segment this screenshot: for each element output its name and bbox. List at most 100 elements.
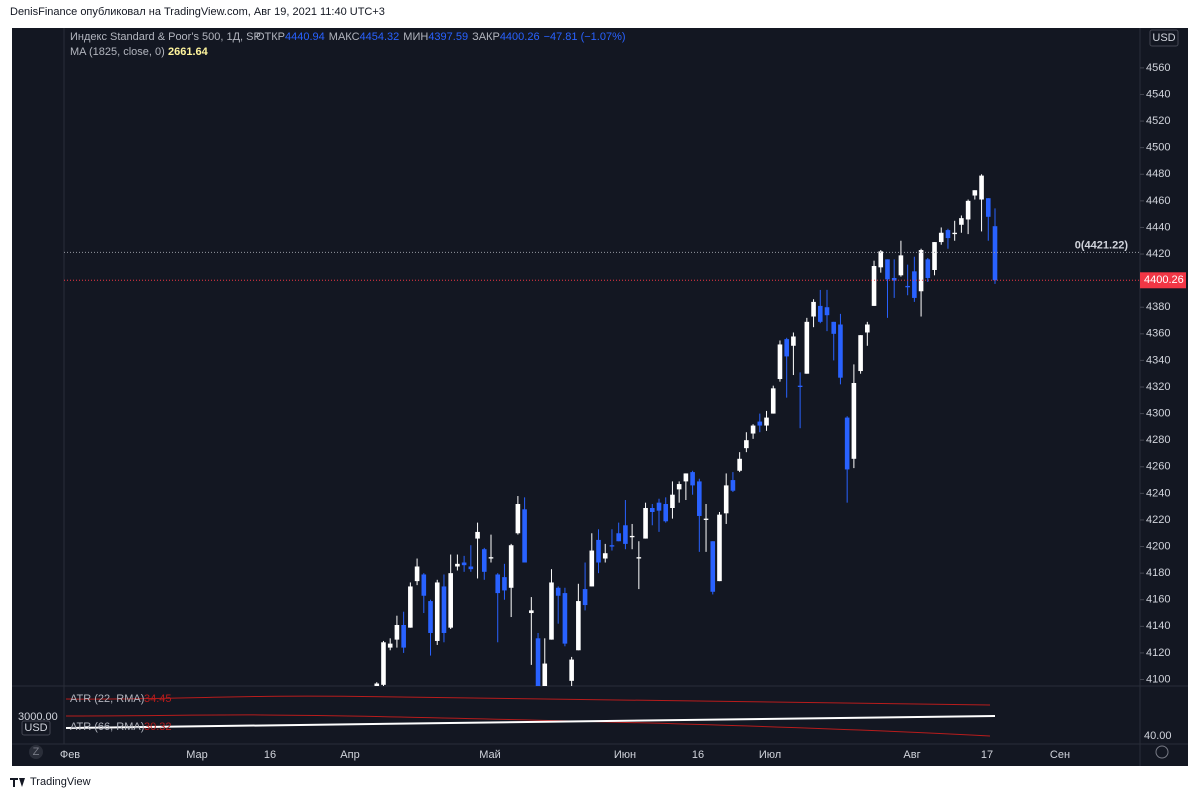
candle-body	[945, 230, 951, 239]
atr-currency-badge[interactable]	[21, 720, 51, 736]
candle-body	[434, 582, 440, 641]
y-tick-label: 4100	[1146, 673, 1170, 685]
x-tick-label: 16	[264, 749, 276, 761]
atr-value: 30.32	[144, 721, 172, 733]
candle-body	[481, 549, 487, 572]
candle-body	[448, 573, 453, 628]
z-label: Z	[33, 746, 40, 758]
candle-body	[629, 535, 635, 538]
legend-value: 4454.32	[360, 31, 400, 43]
candle-body	[703, 518, 709, 520]
y-tick-label: 4320	[1146, 381, 1170, 393]
publisher: DenisFinance опубликовал на TradingView.…	[10, 6, 385, 18]
y-tick-label: 4540	[1146, 88, 1170, 100]
candle-body	[623, 525, 628, 544]
candle-body	[414, 566, 420, 582]
candle-body	[844, 417, 850, 470]
candle-body	[898, 255, 904, 276]
candle-body	[468, 566, 474, 570]
currency-badge[interactable]	[1149, 29, 1179, 47]
x-tick-label: Июн	[614, 749, 636, 761]
candle-body	[992, 226, 998, 281]
candle-body	[985, 198, 991, 217]
currency: USD	[1152, 32, 1175, 44]
legend-label: МАКС	[329, 31, 360, 43]
y-tick-label: 4560	[1146, 62, 1170, 74]
candle-body	[972, 190, 978, 196]
candle-body	[616, 533, 621, 542]
candle-body	[549, 582, 554, 640]
candle-body	[885, 259, 890, 280]
candle-body	[723, 485, 729, 514]
legend-label: МИН	[403, 31, 428, 43]
candle-body	[589, 550, 595, 587]
candle-body	[757, 421, 763, 426]
candle-body	[811, 301, 816, 317]
candle-body	[582, 589, 588, 606]
candle-body	[387, 643, 393, 648]
candle-body	[676, 484, 682, 490]
atr-right-axis: 40.00	[1144, 730, 1172, 742]
candle-body	[576, 601, 581, 651]
candle-body	[797, 385, 803, 387]
candle-body	[535, 638, 541, 686]
atr-value: 34.45	[144, 693, 172, 705]
y-tick-label: 4440	[1146, 221, 1170, 233]
y-tick-label: 4140	[1146, 620, 1170, 632]
legend-value: 4400.26	[500, 31, 540, 43]
level-label: 0(4421.22)	[1075, 239, 1129, 251]
candle-body	[421, 574, 427, 596]
candle-body	[609, 545, 615, 547]
candle-body	[542, 663, 548, 686]
candle-body	[441, 586, 447, 633]
candle-body	[905, 285, 910, 288]
candle-body	[804, 321, 810, 374]
candle-body	[784, 339, 789, 357]
ma-line	[65, 715, 996, 729]
candle-body	[824, 307, 830, 316]
candle-body	[710, 541, 716, 592]
candle-body	[959, 218, 964, 225]
ohlc-legend: ОТКР4440.94 МАКС4454.32 МИН4397.59 ЗАКР4400…	[256, 31, 626, 43]
candle-body	[401, 625, 406, 648]
legend-value: 4397.59	[428, 31, 468, 43]
z-button[interactable]	[29, 745, 43, 759]
candle-body	[851, 383, 857, 459]
candle-body	[670, 494, 675, 508]
x-tick-label: Фев	[60, 749, 80, 761]
atr22-line	[65, 695, 991, 706]
last-price-badge	[1140, 272, 1186, 289]
candle-body	[488, 557, 494, 559]
candle-body	[690, 472, 695, 486]
candle-body	[865, 324, 870, 333]
candle-body	[562, 593, 568, 644]
candle-body	[791, 336, 796, 346]
legend-value: 4440.94	[285, 31, 325, 43]
candle-body	[831, 321, 837, 334]
candle-body	[891, 277, 897, 281]
candle-body	[817, 305, 823, 322]
y-tick-label: 4120	[1146, 647, 1170, 659]
candle-body	[455, 563, 460, 567]
candle-body	[777, 344, 783, 380]
x-tick-label: 16	[692, 749, 704, 761]
candle-body	[656, 502, 662, 511]
plot	[374, 174, 998, 686]
brand: TradingView	[30, 776, 91, 788]
settings-button[interactable]	[1155, 745, 1169, 759]
candle-body	[737, 458, 742, 471]
atr-currency: USD	[24, 722, 47, 734]
x-tick-label: 17	[981, 749, 993, 761]
candle-body	[428, 601, 433, 633]
candle-body	[683, 473, 689, 482]
last-price-label: 4400.26	[1144, 274, 1184, 286]
candle-body	[515, 504, 521, 534]
legend-change: −47.81 (−1.07%)	[544, 31, 626, 43]
tv-logo	[10, 778, 25, 787]
candle-body	[871, 266, 877, 306]
candle-body	[750, 425, 756, 434]
candle-body	[602, 553, 608, 559]
y-tick-label: 4200	[1146, 540, 1170, 552]
candle-body	[502, 577, 507, 591]
